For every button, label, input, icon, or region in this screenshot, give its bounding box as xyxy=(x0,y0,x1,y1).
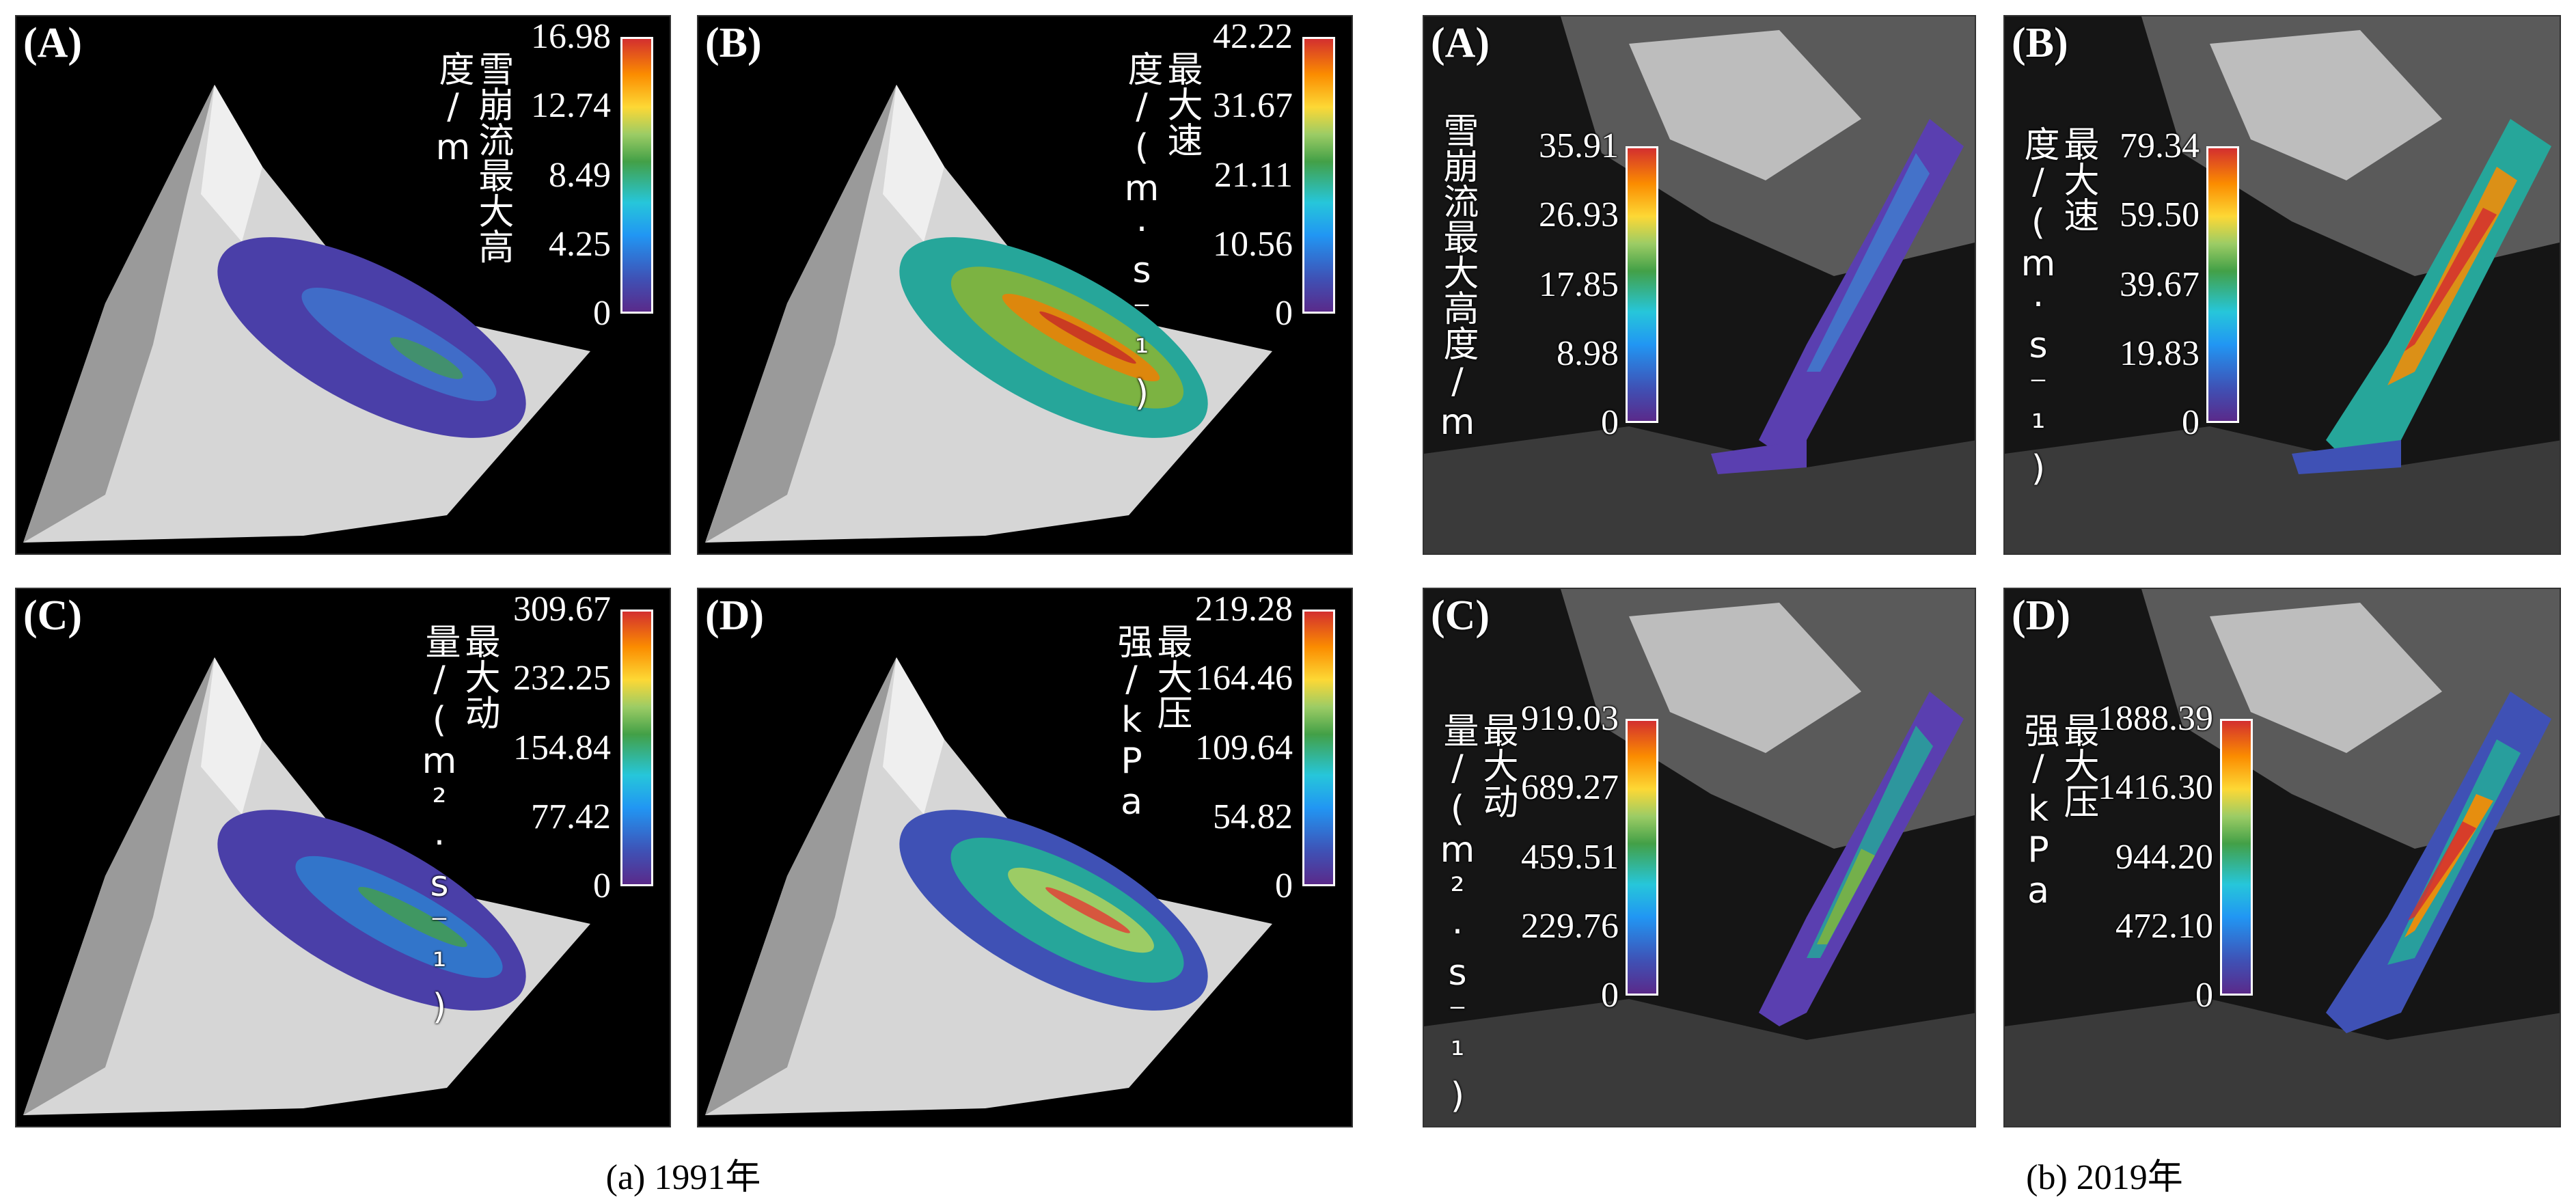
panel-label: (A) xyxy=(1431,20,1490,66)
colorbar-title: 最大压强/kPa xyxy=(1111,623,1192,823)
colorbar xyxy=(1626,719,1658,996)
tick-label: 35.91 xyxy=(1539,126,1619,165)
tick-label: 8.98 xyxy=(1557,333,1619,373)
tick-label: 79.34 xyxy=(2120,126,2200,165)
panel-2019-c: (C) 最大动量/(m²·s⁻¹) 919.03 689.27 459.51 2… xyxy=(1423,588,1976,1127)
colorbar-ticks: 16.98 12.74 8.49 4.25 0 xyxy=(474,19,611,331)
panel-label: (C) xyxy=(23,592,83,639)
colorbar-ticks: 309.67 232.25 154.84 77.42 0 xyxy=(474,592,611,904)
tick-label: 39.67 xyxy=(2120,264,2200,304)
tick-label: 232.25 xyxy=(513,659,611,698)
colorbar xyxy=(2220,719,2253,996)
tick-label: 164.46 xyxy=(1195,659,1293,698)
colorbar-ticks: 919.03 689.27 459.51 229.76 0 xyxy=(1482,701,1619,1013)
tick-label: 0 xyxy=(2195,976,2213,1015)
panel-1991-a: (A) 雪崩流最大高度/m 16.98 12.74 8.49 4.25 0 xyxy=(15,15,671,555)
colorbar xyxy=(1302,37,1335,314)
panel-label: (B) xyxy=(2012,20,2068,66)
mountain-3d-terrain xyxy=(705,85,1272,543)
tick-label: 229.76 xyxy=(1521,906,1619,946)
tick-label: 154.84 xyxy=(513,728,611,767)
tick-label: 1888.39 xyxy=(2098,699,2213,738)
colorbar-title: 最大动量/(m²·s⁻¹) xyxy=(1437,712,1518,1117)
caption-1991: (a) 1991年 xyxy=(605,1158,761,1197)
tick-label: 8.49 xyxy=(549,155,611,195)
colorbar xyxy=(2206,146,2239,423)
colorbar-title: 最大压强/kPa xyxy=(2018,712,2098,912)
panel-label: (C) xyxy=(1431,592,1490,639)
colorbar-title: 最大速度/(m·s⁻¹) xyxy=(2018,126,2098,489)
panel-2019-d: (D) 最大压强/kPa 1888.39 1416.30 944.20 472.… xyxy=(2003,588,2561,1127)
panel-label: (D) xyxy=(705,592,765,639)
colorbar-ticks: 35.91 26.93 17.85 8.98 0 xyxy=(1482,128,1619,441)
colorbar xyxy=(620,610,653,886)
tick-label: 16.98 xyxy=(531,17,611,56)
tick-label: 0 xyxy=(1601,976,1619,1015)
tick-label: 21.11 xyxy=(1214,155,1293,195)
satellite-terrain xyxy=(2005,589,2560,1126)
mountain-3d-terrain xyxy=(705,657,1272,1115)
tick-label: 944.20 xyxy=(2115,837,2213,877)
tick-label: 54.82 xyxy=(1213,797,1293,836)
tick-label: 0 xyxy=(1275,866,1293,905)
panel-1991-b: (B) 最大速度/(m·s⁻¹) 42.22 31.67 21.11 10.56… xyxy=(697,15,1353,555)
panel-2019-a: (A) 雪崩流最大高度/m 35.91 26.93 17.85 8.98 0 xyxy=(1423,15,1976,555)
colorbar xyxy=(620,37,653,314)
tick-label: 4.25 xyxy=(549,224,611,264)
tick-label: 219.28 xyxy=(1195,590,1293,629)
tick-label: 0 xyxy=(593,866,611,905)
caption-2019: (b) 2019年 xyxy=(2026,1158,2183,1197)
mountain-3d-terrain xyxy=(23,657,590,1115)
tick-label: 17.85 xyxy=(1539,264,1619,304)
panel-2019-b: (B) 最大速度/(m·s⁻¹) 79.34 59.50 39.67 19.83… xyxy=(2003,15,2561,555)
tick-label: 19.83 xyxy=(2120,333,2200,373)
panel-1991-c: (C) 最大动量/(m²·s⁻¹) 309.67 232.25 154.84 7… xyxy=(15,588,671,1127)
tick-label: 1416.30 xyxy=(2098,768,2213,808)
tick-label: 109.64 xyxy=(1195,728,1293,767)
panel-label: (A) xyxy=(23,20,83,66)
tick-label: 472.10 xyxy=(2115,906,2213,946)
colorbar xyxy=(1302,610,1335,886)
tick-label: 0 xyxy=(2182,403,2200,442)
colorbar-ticks: 79.34 59.50 39.67 19.83 0 xyxy=(2063,128,2200,441)
panel-1991-d: (D) 最大压强/kPa 219.28 164.46 109.64 54.82 … xyxy=(697,588,1353,1127)
panel-label: (B) xyxy=(705,20,762,66)
tick-label: 42.22 xyxy=(1213,17,1293,56)
colorbar-ticks: 1888.39 1416.30 944.20 472.10 0 xyxy=(2077,701,2213,1013)
tick-label: 0 xyxy=(1601,403,1619,442)
tick-label: 459.51 xyxy=(1521,837,1619,877)
tick-label: 77.42 xyxy=(531,797,611,836)
tick-label: 12.74 xyxy=(531,86,611,126)
satellite-terrain xyxy=(1424,589,1975,1126)
colorbar xyxy=(1626,146,1658,423)
tick-label: 0 xyxy=(593,294,611,333)
colorbar-title: 最大动量/(m²·s⁻¹) xyxy=(419,623,499,1028)
tick-label: 59.50 xyxy=(2120,195,2200,235)
panel-label: (D) xyxy=(2012,592,2071,639)
tick-label: 31.67 xyxy=(1213,86,1293,126)
tick-label: 689.27 xyxy=(1521,768,1619,808)
colorbar-title: 雪崩流最大高度/m xyxy=(1437,112,1478,443)
colorbar-ticks: 42.22 31.67 21.11 10.56 0 xyxy=(1156,19,1293,331)
satellite-terrain xyxy=(1424,16,1975,553)
colorbar-title: 雪崩流最大高度/m xyxy=(433,51,513,264)
tick-label: 309.67 xyxy=(513,590,611,629)
tick-label: 0 xyxy=(1275,294,1293,333)
tick-label: 919.03 xyxy=(1521,699,1619,738)
tick-label: 26.93 xyxy=(1539,195,1619,235)
tick-label: 10.56 xyxy=(1213,224,1293,264)
colorbar-title: 最大速度/(m·s⁻¹) xyxy=(1121,51,1202,414)
colorbar-ticks: 219.28 164.46 109.64 54.82 0 xyxy=(1156,592,1293,904)
mountain-3d-terrain xyxy=(23,85,590,543)
satellite-terrain xyxy=(2005,16,2560,553)
